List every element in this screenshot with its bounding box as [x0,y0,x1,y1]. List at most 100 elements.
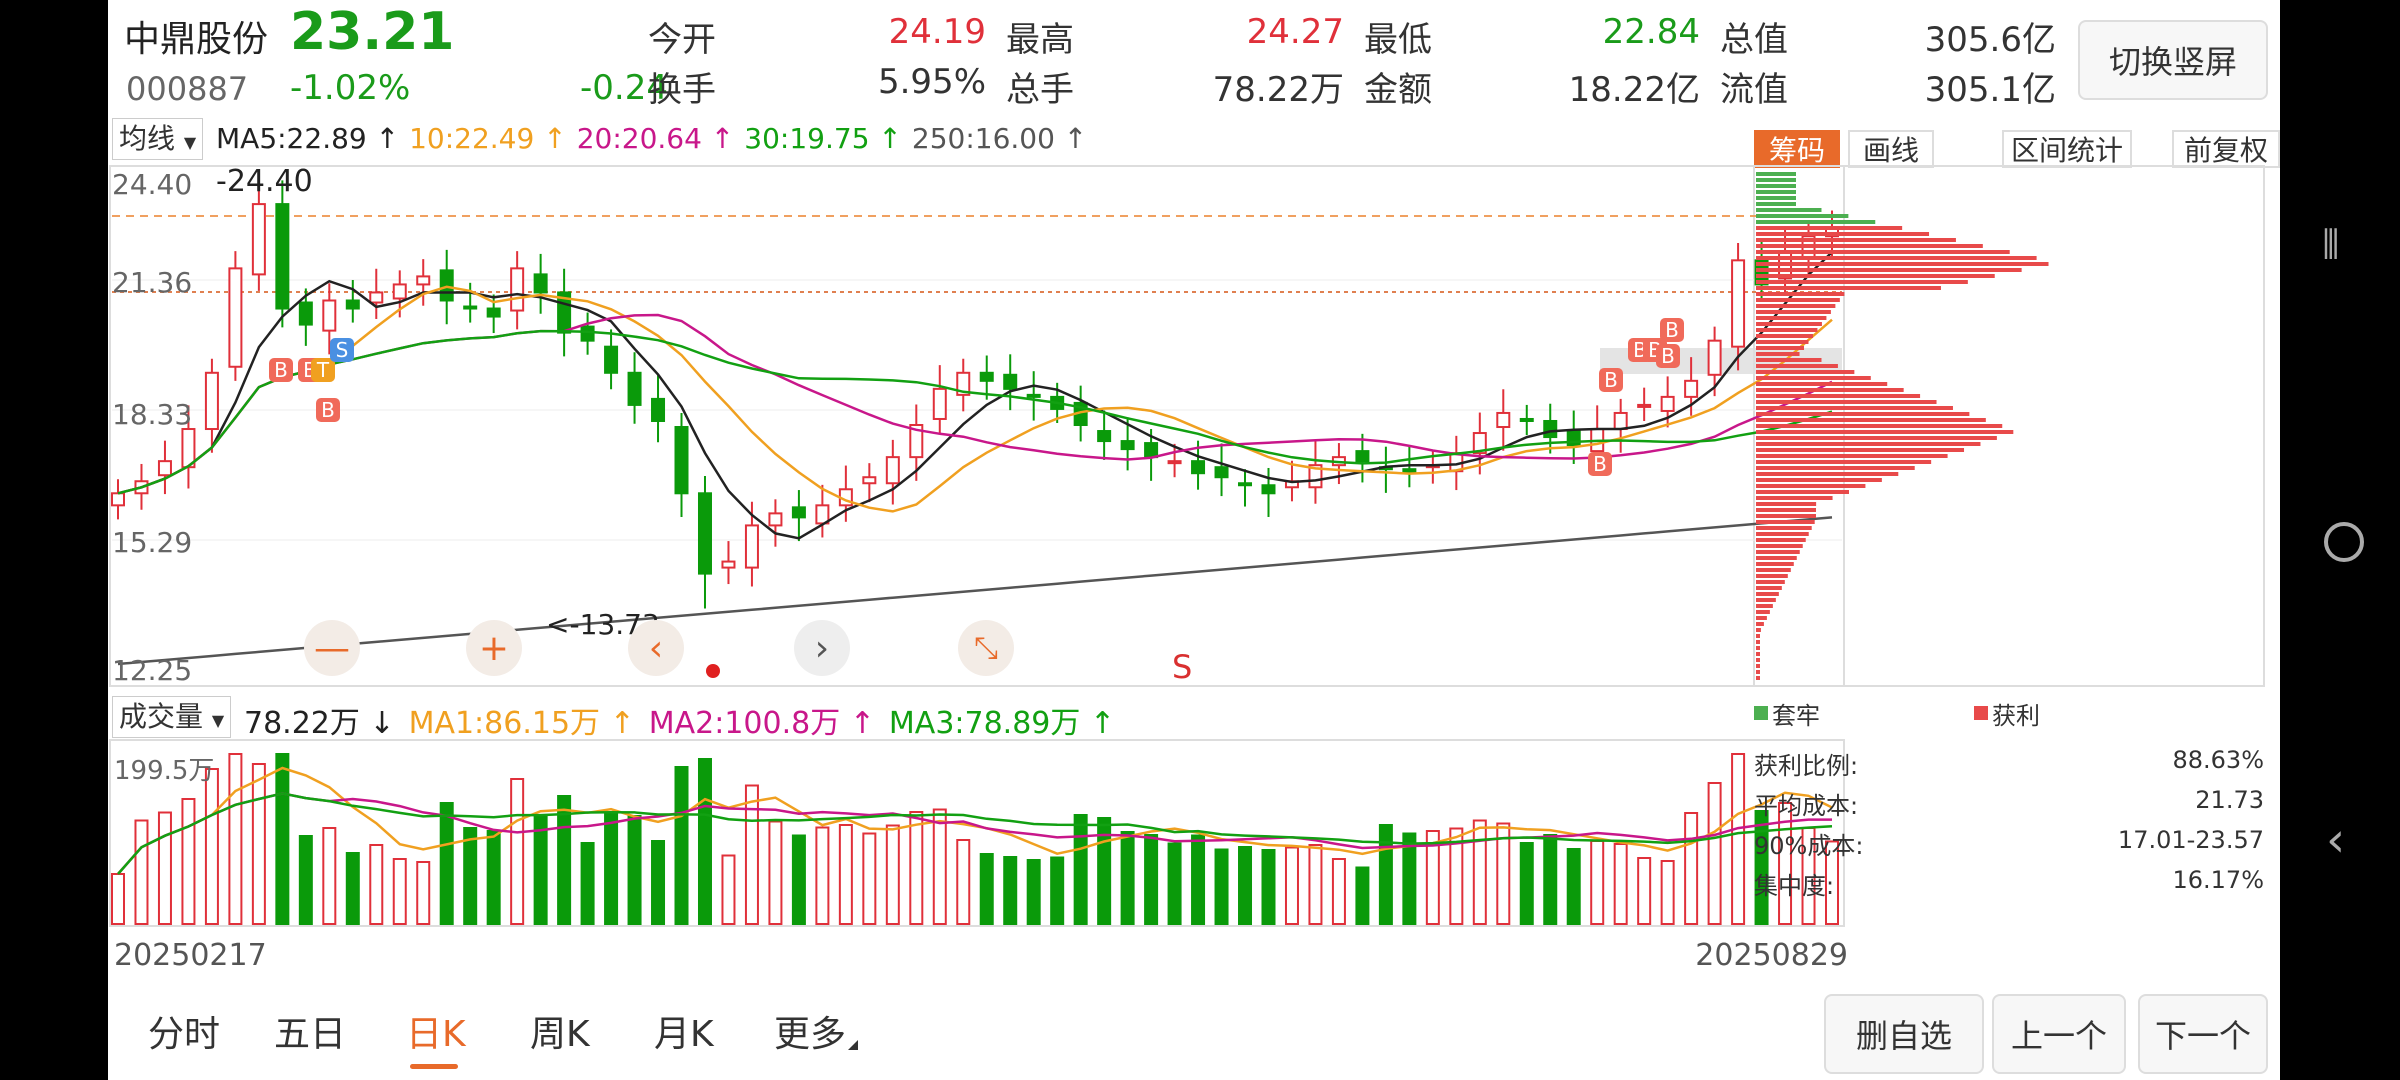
candle-body [1026,393,1041,398]
pan-right-button[interactable]: › [794,620,850,676]
period-tab[interactable]: 日K [406,1014,466,1055]
period-tab[interactable]: 周K [530,1014,590,1055]
chip-bar [1756,472,1899,476]
volume-selector[interactable]: 成交量 ▼ [112,696,232,738]
trade-signal-marker: B [1628,338,1652,362]
period-tab[interactable]: 分时 [148,1014,221,1055]
chip-bar [1756,250,2010,254]
candle-body [909,424,924,459]
action-button[interactable]: 上一个 [1992,994,2126,1074]
chip-bar [1756,514,1816,518]
volume-bar [979,853,994,925]
volume-bar [697,758,712,925]
quote-value: 305.1亿 [1924,70,2056,110]
chip-bar [1756,562,1794,566]
volume-bar [862,832,877,925]
period-tab[interactable]: 更多 [774,1014,847,1055]
ma-selector[interactable]: 均线 ▼ [112,118,204,160]
volume-bar [439,802,454,925]
switch-portrait-button[interactable]: 切换竖屏 [2078,20,2268,100]
candle-body [228,267,243,368]
volume-bar [157,811,172,925]
chip-bar [1756,352,1800,356]
chip-bar [1756,268,2022,272]
candle-body [275,203,290,310]
candle-body [1402,468,1417,475]
quote-label: 总值 [1720,20,1788,60]
signal-s-label: S [1172,648,1193,686]
zoom-out-button[interactable]: — [304,620,360,676]
candle-body [1238,482,1253,487]
chip-bar [1756,520,1815,524]
chip-bar [1756,214,1849,218]
chip-bar [1756,292,1845,296]
volume-bar [838,824,853,925]
position-dot [706,664,720,678]
price-axis-label: 15.29 [112,526,193,559]
zoom-in-button[interactable]: + [466,620,522,676]
candle-body [1472,432,1487,455]
shrink-icon[interactable]: ⤡ [958,620,1014,676]
chip-bar [1756,310,1831,314]
chip-bar [1756,364,1838,368]
svg-text:B: B [274,358,288,382]
candle-body [557,291,572,334]
active-tab-underline [410,1064,458,1069]
volume-bar [463,827,478,925]
chip-bar [1756,400,1937,404]
side-tab[interactable]: 前复权 [2172,130,2280,168]
chip-bar [1756,484,1866,488]
quote-label: 流值 [1720,70,1788,110]
chip-bar [1756,448,1965,452]
chip-bar [1756,478,1882,482]
candle-body [1214,466,1229,479]
action-button[interactable]: 下一个 [2138,994,2268,1074]
volume-bar [1331,858,1346,925]
candle-body [1707,339,1722,376]
recent-apps-icon[interactable]: ⦀ [2322,222,2340,268]
action-button[interactable]: 删自选 [1824,994,1984,1074]
candle-body [721,560,736,569]
side-tab[interactable]: 筹码 [1754,130,1840,168]
volume-bar [674,766,689,925]
candle-body [1191,460,1206,475]
date-start: 20250217 [114,938,267,973]
chip-bar [1756,406,1953,410]
chip-bar [1756,460,1932,464]
chip-bar [1756,358,1822,362]
period-tab[interactable]: 五日 [274,1014,347,1055]
side-tab[interactable]: 画线 [1848,130,1934,168]
candle-body [1378,466,1393,471]
candle-body [322,299,337,332]
chip-bar [1756,322,1822,326]
candle-body [1590,428,1605,453]
quote-value: 305.6亿 [1924,20,2056,60]
volume-bar [557,795,572,925]
home-icon[interactable] [2324,522,2364,562]
volume-bar [768,820,783,925]
chip-bar [1756,436,1997,440]
volume-bar [228,753,243,925]
candle-body [838,488,853,507]
back-icon[interactable]: ‹ [2326,812,2346,868]
volume-bar [510,778,525,925]
chip-bar [1756,196,1796,200]
chip-stat-label: 集中度: [1754,872,1835,900]
price-axis-label: 24.40 [112,168,193,201]
volume-bar [1238,846,1253,925]
legend-label: 套牢 [1772,702,1820,730]
side-tab[interactable]: 区间统计 [2002,130,2132,168]
stock-code: 000887 [126,70,249,108]
chip-bar [1756,556,1797,560]
ma-value: 20:20.64 ↑ [576,122,735,155]
price-panel-frame [109,165,1845,687]
chip-bar [1756,280,1968,284]
chip-bar [1756,340,1809,344]
volume-ma-line [117,792,1832,875]
period-tab[interactable]: 月K [654,1014,714,1055]
volume-bar [627,815,642,925]
pan-left-button[interactable]: ‹ [628,620,684,676]
candle-body [345,299,360,310]
candle-body [1308,464,1323,489]
